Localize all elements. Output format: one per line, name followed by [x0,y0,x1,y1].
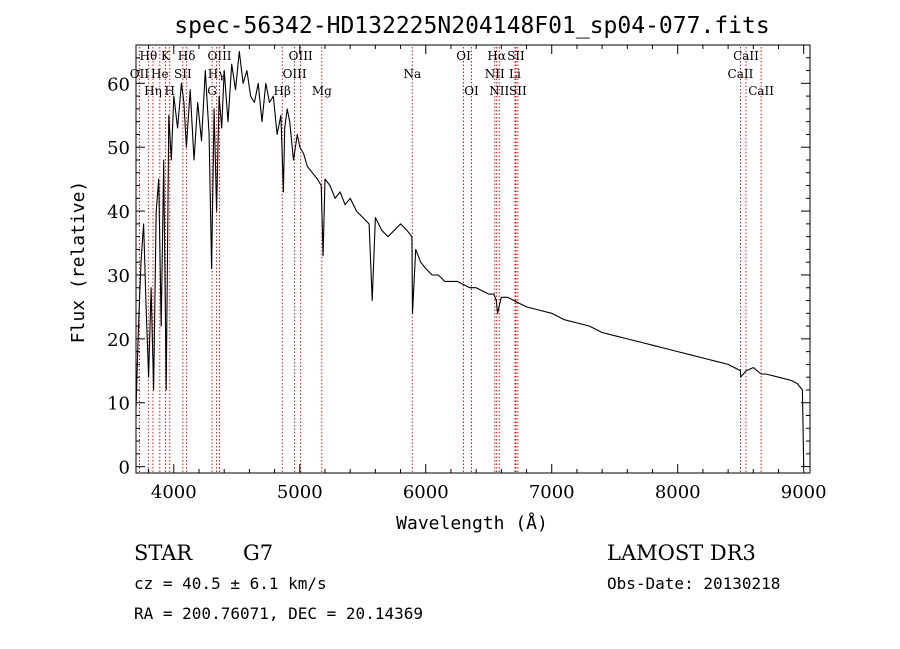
spectral-line-labels: HθOIIHηHeKSIIHHδGHγOIIIHβOIIIOIIIMgNaOIO… [130,49,775,98]
line-label: He [151,67,169,81]
chart-title: spec-56342-HD132225N204148F01_sp04-077.f… [174,13,769,39]
x-tick-label: 9000 [781,482,827,503]
survey-name: LAMOST DR3 [607,541,756,565]
x-axis-label: Wavelength (Å) [396,512,548,534]
line-label: CaII [728,67,754,81]
line-label: G [207,84,217,98]
x-tick-label: 7000 [529,482,575,503]
y-tick-label: 30 [107,266,130,287]
redshift-readout: cz = 40.5 ± 6.1 km/s [134,574,327,593]
line-label: SII [507,49,525,63]
x-tick-label: 5000 [277,482,323,503]
line-label: CaII [733,49,759,63]
line-label: OII [130,67,150,81]
y-tick-label: 10 [107,394,130,415]
line-label: Hβ [274,84,291,98]
x-tick-label: 8000 [655,482,701,503]
line-label: Mg [312,84,332,98]
line-label: H [165,84,175,98]
y-tick-label: 0 [119,458,130,479]
y-tick-label: 20 [107,330,130,351]
line-label: SII [174,67,192,81]
line-label: Hη [144,84,162,98]
line-label: CaII [748,84,774,98]
line-label: Hθ [139,49,157,63]
spectral-subclass: G7 [243,541,274,565]
line-label: OIII [283,67,307,81]
line-label: OIII [207,49,231,63]
y-tick-label: 60 [107,74,130,95]
line-label: NII [485,67,505,81]
x-tick-label: 4000 [151,482,197,503]
x-tick-label: 6000 [403,482,449,503]
line-label: Hα [487,49,506,63]
line-label: OIII [289,49,313,63]
spectrum-line [135,50,805,467]
line-label: K [161,49,171,63]
plot-frame [135,44,811,474]
y-axis-label: Flux (relative) [68,181,89,344]
spectral-line-markers [138,47,762,473]
y-tick-label: 40 [107,202,130,223]
object-type: STAR [134,541,193,565]
line-label: NII [489,84,509,98]
line-label: Hδ [178,49,196,63]
line-label: SII [509,84,527,98]
line-label: OI [464,84,479,98]
line-label: Li [509,67,521,81]
line-label: OI [456,49,471,63]
line-label: Hγ [208,67,226,81]
axis-ticks: 4000 5000 6000 7000 8000 9000 0 10 20 30 40 50 60 [107,45,827,503]
coordinates-readout: RA = 200.76071, DEC = 20.14369 [134,604,423,623]
y-tick-label: 50 [107,138,130,159]
observation-date: Obs-Date: 20130218 [607,574,781,593]
line-label: Na [403,67,421,81]
